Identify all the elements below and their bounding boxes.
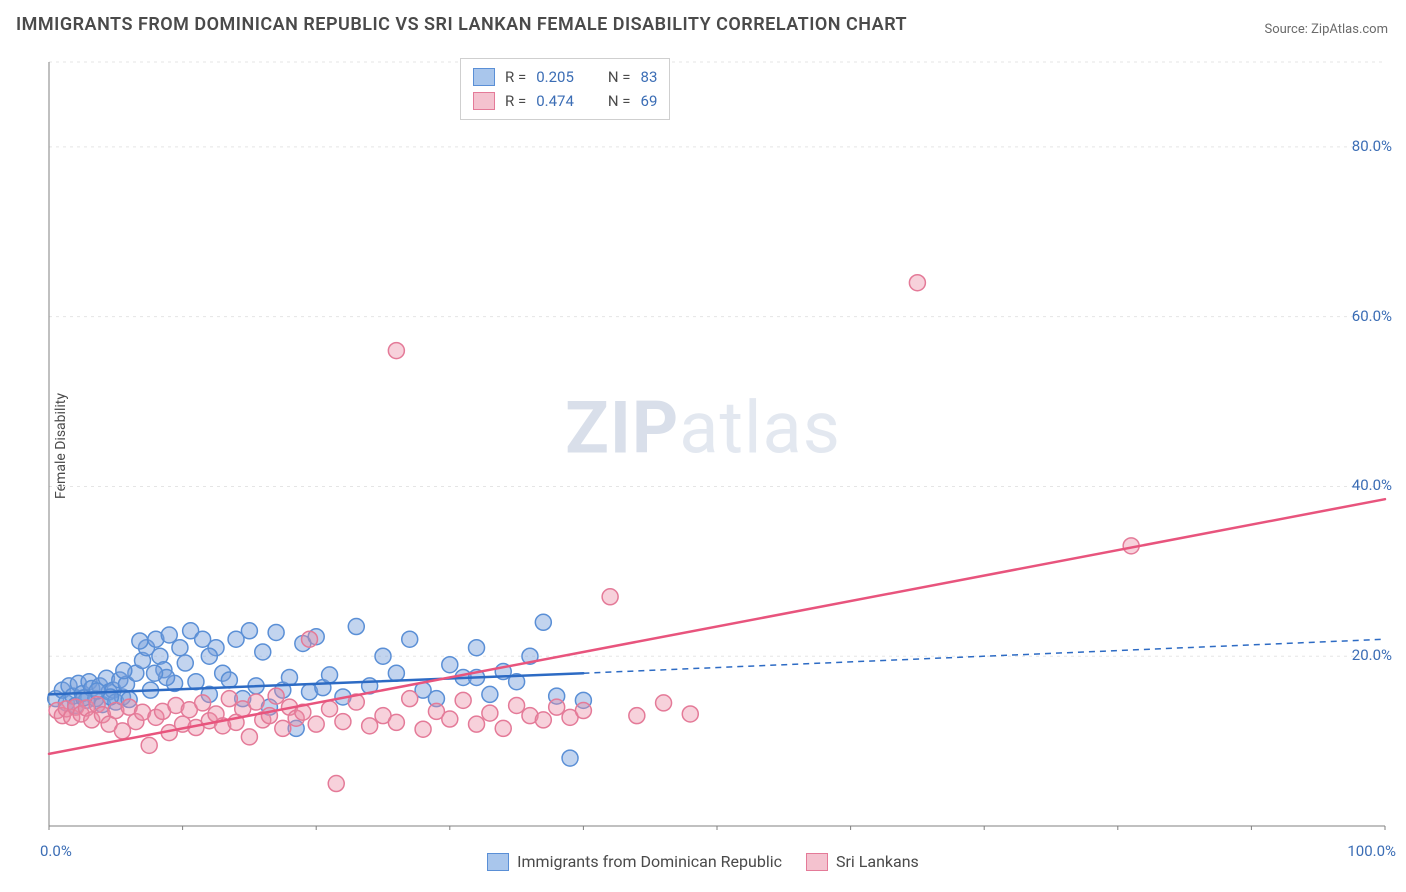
- scatter-chart: [45, 50, 1389, 830]
- chart-title: IMMIGRANTS FROM DOMINICAN REPUBLIC VS SR…: [16, 14, 907, 35]
- r-label: R =: [505, 92, 526, 110]
- series-legend: Immigrants from Dominican Republic Sri L…: [0, 852, 1406, 871]
- swatch-series-1: [806, 853, 828, 871]
- swatch-series-0: [473, 68, 495, 86]
- r-label: R =: [505, 68, 526, 86]
- legend-label: Immigrants from Dominican Republic: [517, 852, 782, 871]
- n-label: N =: [608, 68, 631, 86]
- swatch-series-0: [487, 853, 509, 871]
- y-tick-label: 20.0%: [1352, 646, 1392, 664]
- n-value: 69: [641, 92, 658, 110]
- y-tick-label: 80.0%: [1352, 137, 1392, 155]
- y-tick-label: 40.0%: [1352, 476, 1392, 494]
- stats-legend: R = 0.205 N = 83 R = 0.474 N = 69: [460, 58, 670, 120]
- legend-label: Sri Lankans: [836, 852, 919, 871]
- swatch-series-1: [473, 92, 495, 110]
- legend-item: Sri Lankans: [806, 852, 919, 871]
- n-label: N =: [608, 92, 631, 110]
- stats-row: R = 0.205 N = 83: [473, 65, 657, 89]
- source-label: Source: ZipAtlas.com: [1264, 22, 1388, 37]
- r-value: 0.474: [536, 92, 574, 110]
- y-tick-label: 60.0%: [1352, 307, 1392, 325]
- stats-row: R = 0.474 N = 69: [473, 89, 657, 113]
- n-value: 83: [641, 68, 658, 86]
- legend-item: Immigrants from Dominican Republic: [487, 852, 782, 871]
- r-value: 0.205: [536, 68, 574, 86]
